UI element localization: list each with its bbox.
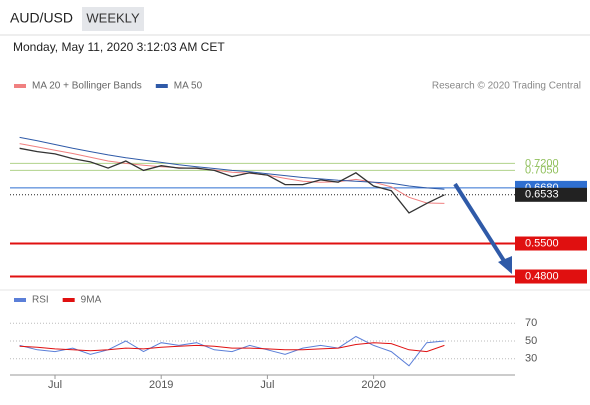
legend-label: RSI [32,295,49,306]
legend-swatch [14,298,26,302]
forecast-arrowhead [498,256,512,274]
forecast-arrow [453,182,508,266]
period[interactable]: WEEKLY [86,10,140,25]
series-line [19,342,445,353]
legend-swatch [62,298,75,302]
y-tick-label: 50 [525,335,537,347]
x-tick-label: 2019 [149,379,173,391]
symbol: AUD/USD [10,10,73,26]
series-line [19,136,445,190]
y-tick-label: 70 [525,317,537,329]
level-label: 0.7200 [525,157,559,169]
attribution: Research © 2020 Trading Central [432,81,581,92]
legend-label: MA 20 + Bollinger Bands [32,81,142,92]
timestamp: Monday, May 11, 2020 3:12:03 AM CET [13,40,225,54]
x-tick-label: Jul [260,379,274,391]
y-tick-label: 30 [525,353,537,365]
x-tick-label: Jul [48,379,62,391]
legend-swatch [14,84,26,88]
level-label: 0.5500 [525,237,559,249]
level-box [515,269,587,284]
series-line [19,335,445,367]
x-tick-label: 2020 [361,379,385,391]
period-tab[interactable] [82,7,144,31]
level-label: 0.4800 [525,270,559,282]
legend-label: MA 50 [174,81,203,92]
legend-swatch [155,84,168,88]
series-line [19,147,445,214]
legend-label: 9MA [81,295,102,306]
level-label: 0.6533 [525,189,559,201]
level-box [515,236,587,251]
level-label: 0.7050 [525,164,559,176]
level-box [515,187,587,202]
